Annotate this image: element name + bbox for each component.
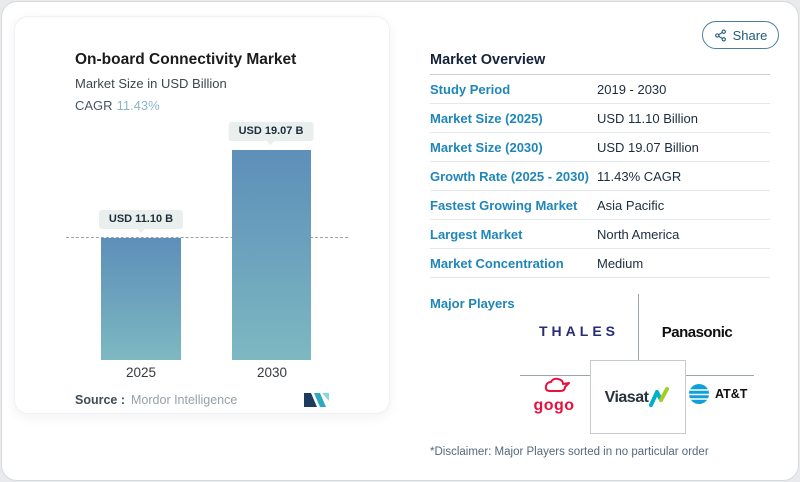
row-value: 11.43% CAGR [597, 168, 682, 184]
table-row-market-concentration: Market Concentration Medium [430, 249, 770, 278]
row-value: USD 11.10 Billion [597, 110, 698, 126]
att-logo: AT&T [688, 383, 747, 405]
chart-card: On-board Connectivity Market Market Size… [14, 16, 390, 414]
thales-logo: THALES [539, 323, 619, 339]
heading-divider [430, 74, 770, 75]
viasat-logo-text: Viasat [604, 389, 649, 406]
row-label: Largest Market [430, 226, 523, 242]
row-label: Study Period [430, 81, 511, 97]
bar-value-label-2025: USD 11.10 B [98, 210, 184, 233]
x-axis-label-2025: 2025 [125, 365, 157, 380]
market-overview-heading: Market Overview [430, 52, 546, 68]
source-row: Source : Mordor Intelligence [75, 393, 237, 407]
disclaimer-text: *Disclaimer: Major Players sorted in no … [430, 446, 709, 458]
table-row-market-size-2025: Market Size (2025) USD 11.10 Billion [430, 104, 770, 133]
table-row-market-size-2030: Market Size (2030) USD 19.07 Billion [430, 133, 770, 162]
row-value: North America [597, 226, 680, 242]
viasat-logo: Viasat [605, 387, 672, 407]
players-vertical-divider [638, 294, 639, 360]
table-row-largest-market: Largest Market North America [430, 220, 770, 249]
bar-2025 [101, 238, 181, 360]
panasonic-logo: Panasonic [661, 324, 733, 341]
row-label: Market Concentration [430, 255, 564, 271]
att-globe-icon [689, 384, 709, 404]
row-value: 2019 - 2030 [597, 81, 667, 97]
x-axis-label-2030: 2030 [256, 365, 288, 380]
chart-title: On-board Connectivity Market [75, 51, 297, 68]
bar-value-label-2030: USD 19.07 B [228, 122, 314, 145]
table-row-study-period: Study Period 2019 - 2030 [430, 75, 770, 104]
att-logo-text: AT&T [715, 387, 748, 401]
source-value: Mordor Intelligence [131, 393, 238, 407]
mordor-intelligence-logo-icon [304, 393, 329, 407]
source-label: Source : [75, 393, 126, 407]
gogo-logo-text: gogo [533, 397, 575, 414]
reference-dashed-line [66, 237, 348, 238]
players-horizontal-divider-left [520, 375, 590, 376]
major-players-label: Major Players [430, 296, 515, 311]
cagr-value: 11.43% [116, 98, 160, 113]
row-label: Growth Rate (2025 - 2030) [430, 168, 589, 184]
bar-2030 [232, 150, 311, 360]
row-value: Medium [597, 255, 644, 271]
overview-table: Study Period 2019 - 2030 Market Size (20… [430, 75, 770, 278]
gogo-cloud-icon [544, 377, 570, 392]
share-button-label: Share [732, 27, 768, 43]
row-label: Fastest Growing Market [430, 197, 578, 213]
table-row-fastest-growing-market: Fastest Growing Market Asia Pacific [430, 191, 770, 220]
row-value: Asia Pacific [597, 197, 665, 213]
row-value: USD 19.07 Billion [597, 139, 699, 155]
row-label: Market Size (2025) [430, 110, 543, 126]
share-icon [714, 29, 726, 41]
table-row-growth-rate: Growth Rate (2025 - 2030) 11.43% CAGR [430, 162, 770, 191]
row-label: Market Size (2030) [430, 139, 543, 155]
bar-chart: USD 11.10 B USD 19.07 B [15, 117, 391, 360]
viasat-m-swoosh-icon [649, 387, 670, 407]
major-players-section: Major Players THALES Panasonic gogo Vias… [430, 290, 770, 440]
cagr-label: CAGR [75, 98, 113, 113]
gogo-logo: gogo [518, 376, 590, 414]
viasat-logo-box: Viasat [590, 360, 686, 434]
chart-cagr: CAGR 11.43% [75, 98, 160, 113]
share-button[interactable]: Share [702, 21, 779, 49]
players-horizontal-divider-right [686, 375, 754, 376]
chart-subtitle: Market Size in USD Billion [75, 76, 227, 91]
